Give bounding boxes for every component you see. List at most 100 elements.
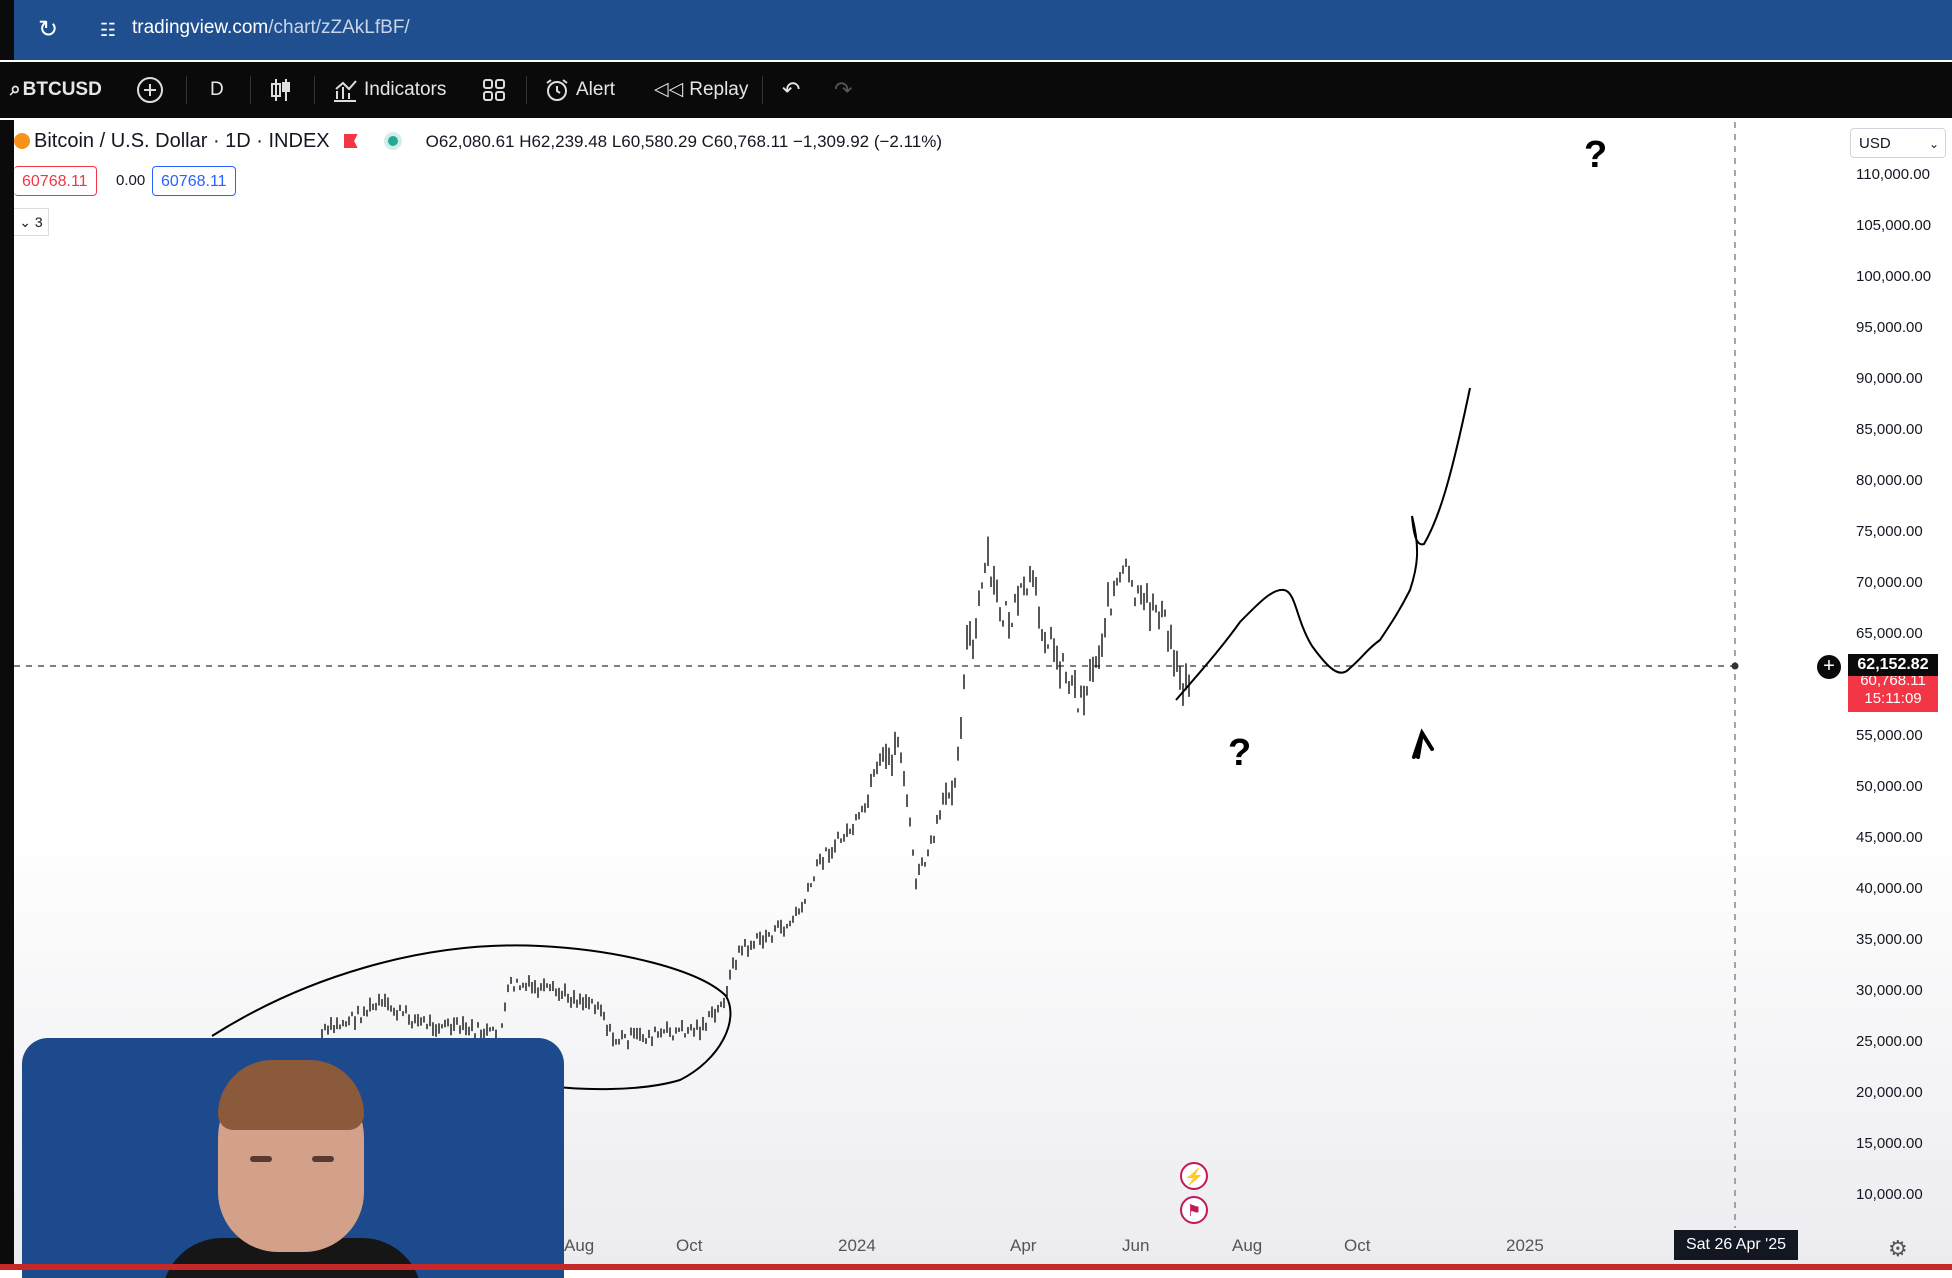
symbol-search-button[interactable]: ⌕ BTCUSD — [10, 62, 102, 118]
rewind-icon: ◁◁ — [654, 79, 684, 100]
time-axis-label: Apr — [1010, 1236, 1037, 1255]
price-axis-label: 85,000.00 — [1856, 421, 1923, 438]
bitcoin-logo-icon — [14, 133, 30, 149]
alarm-clock-icon — [546, 79, 568, 101]
symbol-legend[interactable]: Bitcoin / U.S. Dollar · 1D · INDEX O62,08… — [14, 130, 942, 153]
up-arrow-annotation — [1406, 722, 1440, 772]
time-axis-label: 2024 — [838, 1236, 876, 1255]
add-alert-plus-icon[interactable]: + — [1817, 655, 1841, 679]
symbol-title: Bitcoin / U.S. Dollar · 1D · INDEX — [34, 130, 330, 152]
replay-button[interactable]: ◁◁ Replay — [654, 62, 748, 118]
currency-value: USD — [1859, 135, 1891, 152]
chart-pane[interactable] — [14, 120, 1952, 1270]
spread-value: 0.00 — [116, 172, 146, 189]
indicators-collapse-toggle[interactable]: ⌄ 3 — [14, 208, 49, 236]
question-mark-annotation: ? — [1228, 732, 1252, 774]
redo-icon: ↷ — [834, 77, 853, 102]
buy-button[interactable]: 60768.11 — [152, 166, 236, 196]
chevron-down-icon: ⌄ — [19, 214, 32, 230]
toolbar-divider — [314, 76, 315, 104]
indicators-icon — [334, 80, 357, 102]
candles-icon — [271, 78, 290, 101]
video-progress-bar[interactable] — [0, 1264, 1952, 1270]
alert-button[interactable]: Alert — [544, 62, 615, 118]
chevron-down-icon: ⌄ — [1928, 137, 1939, 151]
gear-icon[interactable]: ⚙ — [1888, 1236, 1908, 1261]
indicators-button[interactable]: Indicators — [332, 62, 446, 118]
price-axis-label: 50,000.00 — [1856, 778, 1923, 795]
price-axis-label: 30,000.00 — [1856, 982, 1923, 999]
price-axis-label: 10,000.00 — [1856, 1186, 1923, 1203]
last-price-value: 60,768.11 — [1860, 676, 1926, 689]
price-axis-label: 35,000.00 — [1856, 931, 1923, 948]
indicators-label: Indicators — [364, 79, 447, 100]
time-axis-label: Oct — [1344, 1236, 1371, 1255]
undo-icon: ↶ — [782, 77, 801, 102]
site-settings-icon[interactable]: ☷ — [99, 20, 117, 40]
redo-button[interactable]: ↷ — [834, 62, 852, 118]
toolbar-divider — [762, 76, 763, 104]
price-axis-label: 20,000.00 — [1856, 1084, 1923, 1101]
price-axis-label: 40,000.00 — [1856, 880, 1923, 897]
price-axis-label: 65,000.00 — [1856, 625, 1923, 642]
grid-icon — [483, 78, 505, 101]
price-axis-label: 70,000.00 — [1856, 574, 1923, 591]
price-axis-label: 110,000.00 — [1856, 166, 1930, 183]
bar-countdown: 15:11:09 — [1864, 690, 1922, 707]
time-axis-label: Jun — [1122, 1236, 1150, 1255]
sell-button[interactable]: 60768.11 — [14, 166, 97, 196]
symbol-label: BTCUSD — [22, 79, 102, 101]
person-eye — [250, 1156, 272, 1162]
toolbar-divider — [250, 76, 251, 104]
us-flag-event-icon[interactable]: ⚑ — [1180, 1196, 1208, 1224]
price-axis-label: 105,000.00 — [1856, 217, 1932, 234]
alert-label: Alert — [576, 79, 616, 100]
time-axis-label: Oct — [676, 1236, 703, 1255]
reload-icon[interactable]: ↻ — [37, 16, 59, 43]
question-mark-annotation: ? — [1584, 134, 1608, 176]
price-axis-label: 80,000.00 — [1856, 472, 1923, 489]
browser-address-bar: ↻ ☷ tradingview.com/chart/zZAkLfBF/ — [0, 0, 1952, 60]
toolbar-divider — [186, 76, 187, 104]
price-axis-label: 55,000.00 — [1856, 727, 1923, 744]
lightning-event-icon[interactable]: ⚡ — [1180, 1162, 1208, 1190]
price-series — [321, 536, 1190, 1050]
price-axis-label: 25,000.00 — [1856, 1033, 1923, 1050]
flag-icon[interactable] — [343, 134, 358, 148]
price-axis-label: 100,000.00 — [1856, 268, 1932, 285]
time-axis-label: 2025 — [1506, 1236, 1544, 1255]
price-axis-label: 90,000.00 — [1856, 370, 1923, 387]
price-axis-label: 45,000.00 — [1856, 829, 1923, 846]
window-edge — [0, 120, 14, 1270]
time-axis-label: Aug — [564, 1236, 595, 1255]
search-icon: ⌕ — [10, 79, 21, 100]
undo-button[interactable]: ↶ — [782, 62, 800, 118]
interval-button[interactable]: D — [210, 79, 224, 100]
person-hair — [218, 1060, 364, 1130]
price-axis-label: 15,000.00 — [1856, 1135, 1923, 1152]
arrow-up-icon — [1412, 728, 1434, 759]
window-edge — [0, 0, 14, 60]
url-host: tradingview.com — [132, 17, 269, 38]
chart-toolbar: ⌕ BTCUSD D Indicators Alert ◁◁ Replay ↶ ↷ — [0, 62, 1952, 118]
crosshair-date-label: Sat 26 Apr '25 — [1674, 1230, 1798, 1260]
time-axis-label: Aug — [1232, 1236, 1263, 1255]
indicator-count: 3 — [34, 214, 43, 230]
layouts-button[interactable] — [482, 62, 506, 118]
price-axis-label: 95,000.00 — [1856, 319, 1923, 336]
webcam-overlay — [22, 1038, 564, 1278]
compare-symbol-button[interactable] — [136, 62, 164, 118]
chart-type-button[interactable] — [268, 62, 294, 118]
toolbar-divider — [526, 76, 527, 104]
currency-select[interactable]: USD ⌄ — [1850, 128, 1946, 158]
price-axis-label: 75,000.00 — [1856, 523, 1923, 540]
market-status-icon — [387, 136, 398, 146]
last-price-label: 60,768.11 15:11:09 — [1848, 676, 1938, 712]
replay-label: Replay — [689, 79, 749, 101]
url-field[interactable]: tradingview.com/chart/zZAkLfBF/ — [132, 17, 410, 39]
add-circle-icon — [137, 76, 163, 103]
ohlc-values: O62,080.61 H62,239.48 L60,580.29 C60,768… — [425, 132, 943, 151]
crosshair-center — [1731, 662, 1739, 670]
crosshair-price-label: 62,152.82 — [1848, 654, 1938, 676]
